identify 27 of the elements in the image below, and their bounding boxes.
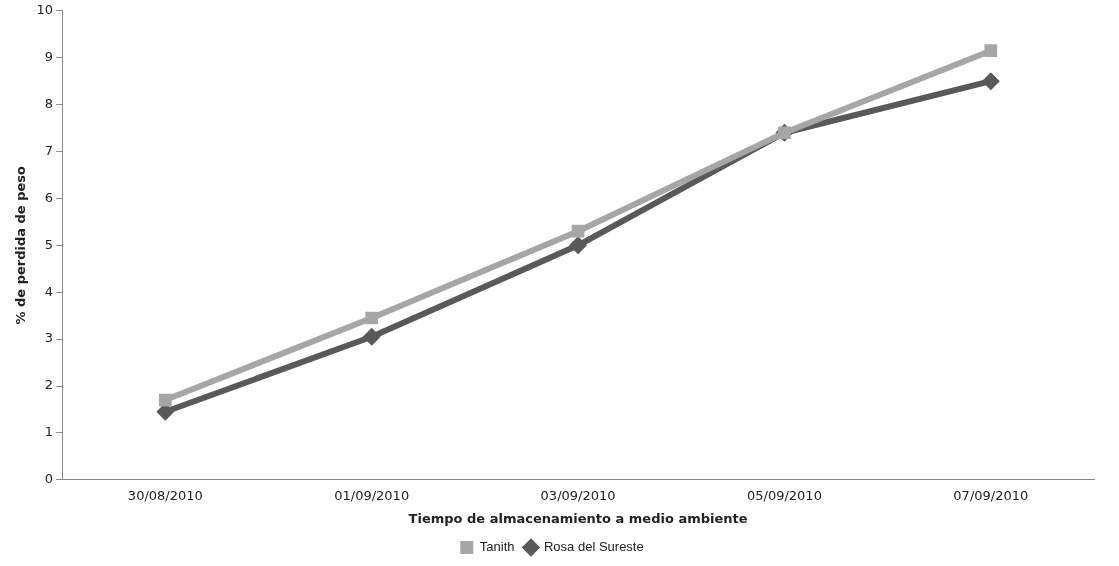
- point: [365, 311, 379, 325]
- point: [158, 393, 172, 407]
- point: [569, 236, 588, 255]
- y-tick-label: 9: [44, 49, 54, 65]
- legend-label: Rosa del Sureste: [543, 539, 644, 555]
- x-tick-label: 30/08/2010: [127, 487, 203, 503]
- y-tick-label: 2: [44, 377, 54, 393]
- point: [571, 224, 585, 238]
- y-tick-label: 6: [44, 189, 54, 205]
- x-axis-title: Tiempo de almacenamiento a medio ambiente: [408, 510, 748, 526]
- y-tick-label: 7: [44, 142, 54, 158]
- y-tick-label: 0: [44, 471, 54, 487]
- legend-label: Tanith: [479, 539, 515, 555]
- y-tick-label: 10: [36, 2, 54, 18]
- x-tick-label: 07/09/2010: [953, 487, 1029, 503]
- y-tick-label: 1: [44, 424, 54, 440]
- x-tick-label: 03/09/2010: [540, 487, 616, 503]
- x-tick-label: 01/09/2010: [334, 487, 410, 503]
- x-tick-label: 05/09/2010: [746, 487, 822, 503]
- y-tick-label: 3: [44, 330, 54, 346]
- point: [362, 327, 381, 346]
- y-tick-label: 4: [44, 283, 54, 299]
- point: [984, 44, 998, 58]
- y-tick-label: 8: [44, 95, 54, 111]
- y-tick-label: 5: [44, 236, 54, 252]
- point: [981, 72, 1000, 91]
- y-axis-title: % de perdida de peso: [13, 165, 29, 325]
